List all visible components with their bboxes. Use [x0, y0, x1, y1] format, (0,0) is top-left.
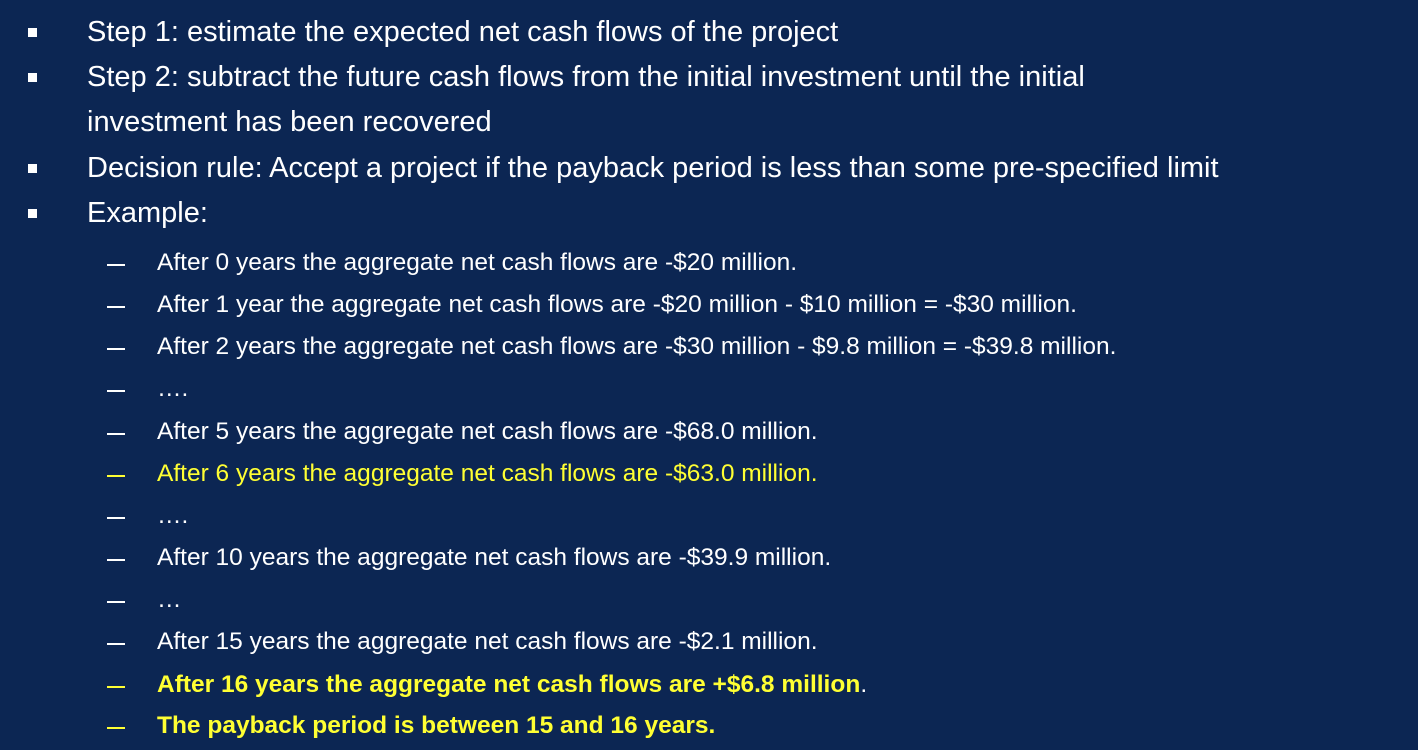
- sub-item-payback-conclusion: The payback period is between 15 and 16 …: [157, 712, 716, 739]
- dash-marker-highlight: [107, 727, 125, 729]
- sub-item-year-0: After 0 years the aggregate net cash flo…: [157, 249, 798, 276]
- dash-marker: [107, 306, 125, 308]
- bullet-example: Example:: [87, 197, 208, 229]
- sub-item-year-15: After 15 years the aggregate net cash fl…: [157, 628, 818, 655]
- bullet-marker: [28, 73, 37, 82]
- dash-marker: [107, 643, 125, 645]
- bullet-step-2: Step 2: subtract the future cash flows f…: [87, 61, 1085, 93]
- bullet-step-2-continuation: investment has been recovered: [87, 106, 492, 138]
- sub-item-ellipsis: ….: [157, 502, 189, 529]
- bullet-marker: [28, 28, 37, 37]
- bullet-step-1: Step 1: estimate the expected net cash f…: [87, 16, 839, 48]
- dash-marker: [107, 517, 125, 519]
- sub-item-ellipsis: ….: [157, 375, 189, 402]
- dash-marker: [107, 601, 125, 603]
- dash-marker: [107, 433, 125, 435]
- dash-marker: [107, 390, 125, 392]
- sub-item-ellipsis: …: [157, 586, 182, 613]
- dash-marker-highlight: [107, 475, 125, 477]
- sub-item-year-2: After 2 years the aggregate net cash flo…: [157, 333, 1117, 360]
- bullet-marker: [28, 209, 37, 218]
- sub-item-year-1: After 1 year the aggregate net cash flow…: [157, 291, 1077, 318]
- bullet-decision-rule: Decision rule: Accept a project if the p…: [87, 152, 1219, 184]
- sub-item-year-10: After 10 years the aggregate net cash fl…: [157, 544, 832, 571]
- dash-marker: [107, 264, 125, 266]
- dash-marker-highlight: [107, 686, 125, 688]
- dash-marker: [107, 348, 125, 350]
- sub-item-year-16-highlight: After 16 years the aggregate net cash fl…: [157, 665, 867, 705]
- dash-marker: [107, 559, 125, 561]
- year-16-bold-text: After 16 years the aggregate net cash fl…: [157, 671, 861, 698]
- year-16-period: .: [860, 671, 868, 698]
- sub-item-year-5: After 5 years the aggregate net cash flo…: [157, 418, 818, 445]
- sub-item-year-6-highlight: After 6 years the aggregate net cash flo…: [157, 460, 818, 487]
- bullet-marker: [28, 164, 37, 173]
